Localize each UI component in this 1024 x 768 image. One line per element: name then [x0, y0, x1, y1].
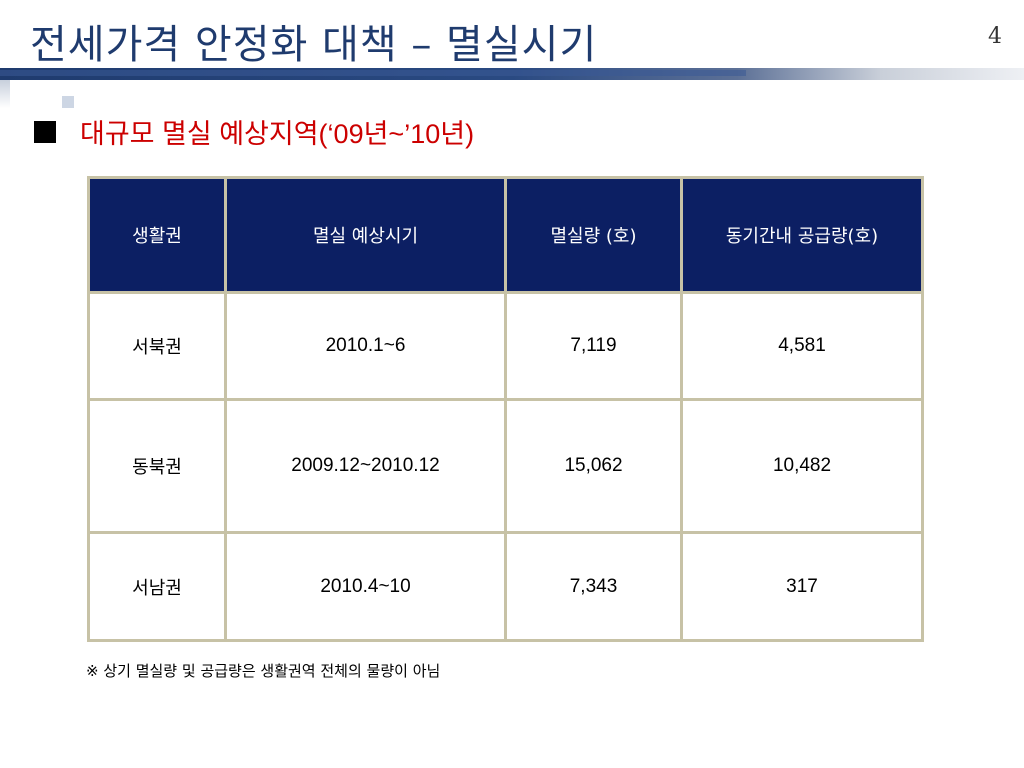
- cell-supply: 4,581: [680, 291, 924, 401]
- page-number: 4: [988, 24, 1002, 49]
- left-edge-decoration: [0, 80, 10, 108]
- table-row: 서북권 2010.1~6 7,119 4,581: [87, 291, 924, 401]
- table-header-row: 생활권 멸실 예상시기 멸실량 (호) 동기간내 공급량(호): [87, 176, 924, 294]
- decorative-square-icon: [62, 96, 74, 108]
- slide-title: 전세가격 안정화 대책 – 멸실시기: [30, 22, 598, 68]
- cell-demolition: 7,119: [504, 291, 683, 401]
- cell-supply: 317: [680, 531, 924, 642]
- footnote: ※ 상기 멸실량 및 공급량은 생활권역 전체의 물량이 아님: [86, 662, 441, 680]
- cell-period: 2010.4~10: [224, 531, 507, 642]
- title-bar-highlight: [0, 70, 746, 76]
- cell-demolition: 15,062: [504, 398, 683, 534]
- section-heading-row: 대규모 멸실 예상지역(‘09년~’10년): [34, 112, 474, 151]
- cell-period: 2009.12~2010.12: [224, 398, 507, 534]
- cell-region: 서남권: [87, 531, 227, 642]
- cell-supply: 10,482: [680, 398, 924, 534]
- column-header-period: 멸실 예상시기: [224, 176, 507, 294]
- cell-demolition: 7,343: [504, 531, 683, 642]
- cell-region: 동북권: [87, 398, 227, 534]
- section-heading: 대규모 멸실 예상지역(‘09년~’10년): [80, 119, 475, 149]
- table-row: 동북권 2009.12~2010.12 15,062 10,482: [87, 398, 924, 534]
- column-header-supply: 동기간내 공급량(호): [680, 176, 924, 294]
- cell-region: 서북권: [87, 291, 227, 401]
- column-header-region: 생활권: [87, 176, 227, 294]
- bullet-square-icon: [34, 120, 56, 143]
- cell-period: 2010.1~6: [224, 291, 507, 401]
- table-row: 서남권 2010.4~10 7,343 317: [87, 531, 924, 642]
- demolition-supply-table: 생활권 멸실 예상시기 멸실량 (호) 동기간내 공급량(호) 서북권 2010…: [87, 176, 924, 642]
- column-header-demolition: 멸실량 (호): [504, 176, 683, 294]
